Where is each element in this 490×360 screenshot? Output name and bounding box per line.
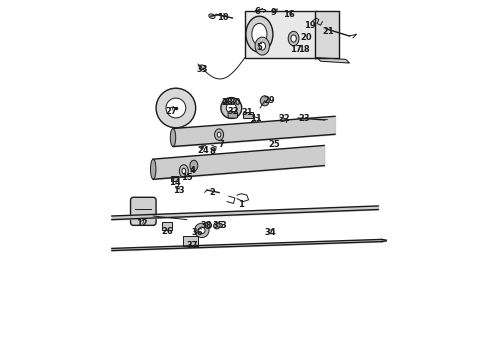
Text: 27: 27 bbox=[166, 107, 177, 116]
Ellipse shape bbox=[205, 222, 212, 229]
Text: 21: 21 bbox=[322, 27, 334, 36]
Bar bbox=[162, 222, 172, 230]
Ellipse shape bbox=[209, 14, 215, 18]
Bar bbox=[171, 176, 178, 181]
Ellipse shape bbox=[259, 42, 266, 50]
Ellipse shape bbox=[198, 227, 205, 234]
Text: 1: 1 bbox=[239, 200, 245, 209]
Bar bbox=[243, 112, 253, 118]
Ellipse shape bbox=[260, 96, 270, 106]
Polygon shape bbox=[317, 58, 349, 63]
Ellipse shape bbox=[166, 98, 186, 118]
Ellipse shape bbox=[291, 35, 296, 42]
Text: 12: 12 bbox=[136, 220, 147, 229]
Text: 24: 24 bbox=[197, 146, 209, 155]
Ellipse shape bbox=[195, 223, 209, 238]
Text: 3: 3 bbox=[220, 221, 226, 230]
Ellipse shape bbox=[171, 129, 176, 147]
Text: 29: 29 bbox=[264, 96, 275, 105]
Text: 38: 38 bbox=[201, 221, 212, 230]
Text: 16: 16 bbox=[283, 10, 295, 19]
Text: 32: 32 bbox=[228, 107, 239, 116]
Ellipse shape bbox=[288, 31, 299, 46]
Ellipse shape bbox=[252, 23, 267, 45]
Ellipse shape bbox=[255, 37, 270, 55]
Text: 2: 2 bbox=[209, 188, 215, 197]
Ellipse shape bbox=[156, 88, 196, 128]
Text: 20: 20 bbox=[300, 33, 312, 42]
Bar bbox=[183, 236, 198, 246]
Ellipse shape bbox=[246, 16, 273, 52]
Text: 37: 37 bbox=[186, 241, 198, 250]
Text: 31: 31 bbox=[242, 108, 253, 117]
Text: 9: 9 bbox=[270, 8, 276, 17]
Text: 10: 10 bbox=[217, 13, 228, 22]
Ellipse shape bbox=[217, 132, 221, 137]
FancyBboxPatch shape bbox=[228, 112, 238, 118]
Text: 34: 34 bbox=[265, 228, 276, 237]
Text: 28: 28 bbox=[221, 98, 233, 107]
Text: 5: 5 bbox=[256, 44, 262, 53]
Ellipse shape bbox=[226, 103, 236, 113]
FancyBboxPatch shape bbox=[130, 197, 156, 225]
Text: 17: 17 bbox=[290, 45, 301, 54]
Text: 26: 26 bbox=[162, 227, 173, 236]
Ellipse shape bbox=[223, 99, 227, 104]
Ellipse shape bbox=[190, 160, 198, 171]
Text: 14: 14 bbox=[169, 179, 181, 188]
Text: 8: 8 bbox=[209, 148, 215, 157]
Text: 25: 25 bbox=[269, 140, 280, 149]
Text: 4: 4 bbox=[190, 166, 196, 175]
Ellipse shape bbox=[215, 129, 223, 140]
Bar bbox=[245, 11, 317, 58]
Text: 15: 15 bbox=[181, 173, 193, 182]
Ellipse shape bbox=[221, 98, 242, 118]
Ellipse shape bbox=[182, 168, 186, 174]
Text: 19: 19 bbox=[304, 21, 316, 30]
Text: 35: 35 bbox=[212, 221, 224, 230]
Ellipse shape bbox=[150, 159, 156, 179]
Text: 30: 30 bbox=[229, 98, 241, 107]
Text: 11: 11 bbox=[250, 114, 262, 122]
Text: 6: 6 bbox=[255, 7, 261, 16]
Text: 23: 23 bbox=[298, 114, 310, 122]
Text: 36: 36 bbox=[192, 228, 203, 237]
Polygon shape bbox=[315, 11, 339, 58]
Text: 7: 7 bbox=[219, 140, 224, 149]
Text: 33: 33 bbox=[196, 65, 208, 74]
Ellipse shape bbox=[214, 222, 220, 229]
Text: 13: 13 bbox=[172, 186, 184, 195]
Ellipse shape bbox=[179, 165, 188, 177]
Text: 22: 22 bbox=[279, 114, 291, 122]
Text: 18: 18 bbox=[298, 45, 310, 54]
